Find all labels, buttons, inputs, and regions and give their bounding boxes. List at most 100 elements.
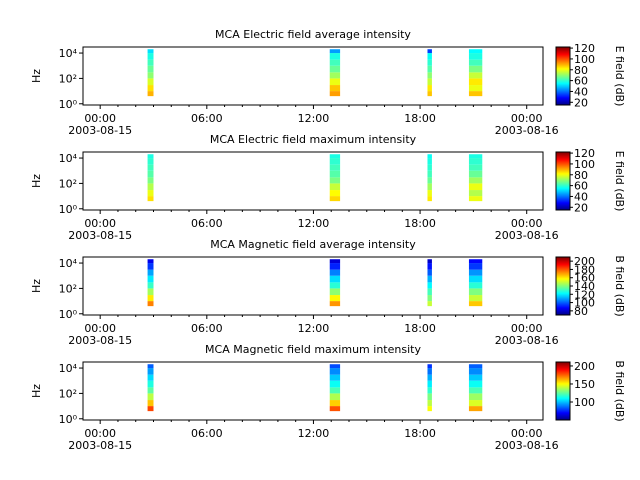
spectrogram-cell [147, 406, 154, 412]
colorbar-tick-label: 80 [574, 64, 588, 77]
y-tick-label: 10⁰ [59, 98, 78, 111]
colorbar-step [556, 93, 570, 95]
colorbar-step [556, 392, 570, 394]
colorbar-step [556, 414, 570, 416]
spectrogram-cell [427, 406, 432, 412]
colorbar-step [556, 385, 570, 387]
colorbar-step [556, 390, 570, 392]
colorbar-step [556, 288, 570, 290]
spectrogram-cell [147, 259, 154, 264]
y-tick-label: 10⁴ [59, 152, 78, 165]
colorbar-step [556, 268, 570, 270]
colorbar-step [556, 310, 570, 312]
colorbar-step [556, 407, 570, 409]
y-tick-label: 10⁴ [59, 47, 78, 60]
colorbar-step [556, 183, 570, 185]
x-tick-label-line: 2003-08-16 [495, 439, 559, 452]
colorbar-step [556, 302, 570, 304]
colorbar-step [556, 277, 570, 279]
colorbar-step [556, 257, 570, 259]
spectrogram-cell [329, 190, 341, 197]
colorbar-step [556, 263, 570, 265]
y-axis-label: Hz [30, 69, 43, 83]
colorbar-step [556, 173, 570, 175]
colorbar-step [556, 417, 570, 419]
spectrogram-cell [427, 301, 432, 307]
colorbar-frame [555, 361, 571, 421]
spectrogram-cell [427, 59, 432, 66]
colorbar-tick-label: 120 [574, 288, 595, 301]
spectrogram-cell [427, 295, 432, 302]
spectrogram-cell [329, 154, 341, 159]
colorbar-step [556, 307, 570, 309]
colorbar-step [556, 384, 570, 386]
spectrogram-cell [427, 282, 432, 289]
colorbar-step [556, 367, 570, 369]
colorbar-step [556, 264, 570, 266]
colorbar-step [556, 284, 570, 286]
spectrogram-cell [329, 85, 341, 92]
y-tick-label: 10² [59, 282, 77, 295]
colorbar-step [556, 87, 570, 89]
x-tick-label-line: 2003-08-15 [68, 124, 132, 137]
colorbar-tick-label: 60 [574, 75, 588, 88]
colorbar-step [556, 408, 570, 410]
x-tick-label-line: 2003-08-16 [495, 124, 559, 137]
colorbar-step [556, 69, 570, 71]
colorbar-step [556, 391, 570, 393]
spectrogram-cell [468, 164, 483, 171]
colorbar-step [556, 269, 570, 271]
colorbar-step [556, 380, 570, 382]
colorbar-step [556, 176, 570, 178]
colorbar-step [556, 62, 570, 64]
colorbar-step [556, 101, 570, 103]
colorbar-step [556, 286, 570, 288]
colorbar-step [556, 379, 570, 381]
colorbar-step [556, 50, 570, 52]
colorbar-tick-label: 60 [574, 180, 588, 193]
spectrogram-cell [147, 49, 154, 54]
spectrogram-cell [329, 91, 341, 97]
colorbar-tick-label: 80 [574, 305, 588, 318]
spectrogram-cell [468, 72, 483, 79]
colorbar-step [556, 258, 570, 260]
spectrogram-cell [147, 158, 154, 165]
colorbar-step [556, 70, 570, 72]
colorbar-step [556, 401, 570, 403]
colorbar-step [556, 402, 570, 404]
y-tick-label: 10² [59, 387, 77, 400]
y-tick-label: 10² [59, 72, 77, 85]
colorbar-step [556, 296, 570, 298]
colorbar-step [556, 67, 570, 69]
spectrogram-cell [147, 164, 154, 171]
spectrogram-cell [329, 374, 341, 381]
x-tick-label: 00:00 2003-08-16 [495, 322, 559, 347]
x-tick-label: 12:00 [298, 112, 330, 125]
spectrogram-cell [427, 196, 432, 202]
colorbar-step [556, 274, 570, 276]
colorbar-step [556, 289, 570, 291]
spectrogram-cell [468, 196, 483, 202]
spectrogram-cell [468, 85, 483, 92]
colorbar-step [556, 413, 570, 415]
colorbar-tick-label: 20 [574, 201, 588, 214]
colorbar-step [556, 374, 570, 376]
x-tick-label-line: 2003-08-16 [495, 334, 559, 347]
spectrogram-cell [427, 269, 432, 276]
spectrogram-cell [468, 368, 483, 375]
spectrogram-cell [147, 275, 154, 283]
colorbar-step [556, 88, 570, 90]
colorbar-step [556, 399, 570, 401]
colorbar-step [556, 363, 570, 365]
colorbar-step [556, 377, 570, 379]
spectrogram-cell [147, 85, 154, 92]
spectrogram-cell [468, 65, 483, 73]
colorbar-step [556, 96, 570, 98]
spectrogram-cell [147, 301, 154, 307]
colorbar-tick-label: 120 [574, 42, 595, 55]
colorbar-step [556, 294, 570, 296]
spectrogram-cell [329, 177, 341, 184]
colorbar-step [556, 190, 570, 192]
colorbar-tick-label: 100 [574, 297, 595, 310]
colorbar-step [556, 64, 570, 66]
